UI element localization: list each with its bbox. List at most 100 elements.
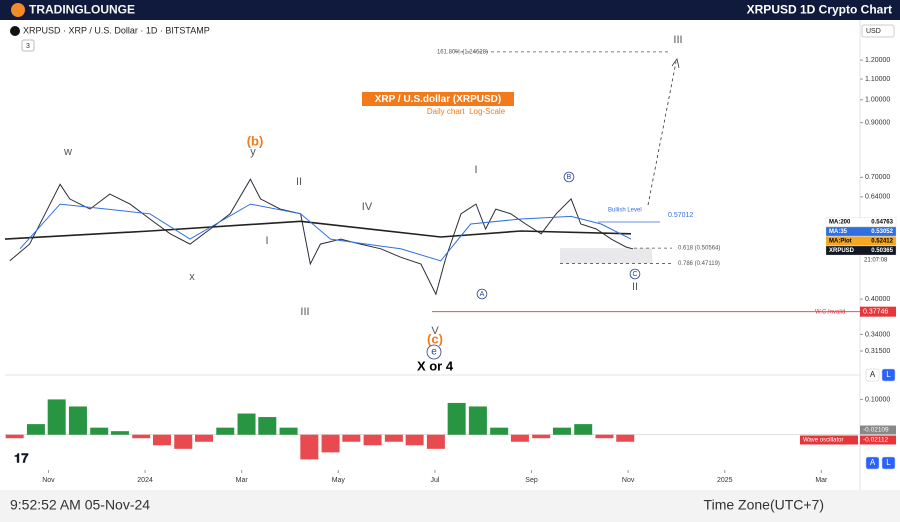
scale-button-label: A	[870, 458, 876, 467]
title-box	[362, 92, 514, 106]
level-value: 0.57012	[668, 212, 693, 219]
price-line	[9, 178, 634, 296]
y-tick-label: 0.70000	[865, 174, 890, 181]
level-tag	[860, 306, 896, 317]
wave-label: III	[300, 306, 309, 318]
osc-bar	[68, 406, 87, 435]
osc-bar	[47, 399, 66, 435]
scale-button-label: A	[870, 370, 876, 379]
projection	[647, 61, 677, 206]
osc-name-tag	[800, 435, 858, 445]
osc-bar	[426, 434, 445, 449]
osc-bar	[532, 434, 551, 439]
wave-label: A	[480, 291, 485, 298]
y-tick-label: 1.20000	[865, 57, 890, 64]
scale-button[interactable]	[881, 456, 896, 470]
currency: USD	[866, 28, 881, 35]
price-tag-name: MA:200	[829, 220, 851, 226]
osc-bar	[384, 434, 403, 442]
x-tick-label: Mar	[236, 477, 249, 484]
currency-box[interactable]	[861, 24, 895, 38]
osc-bar	[279, 427, 298, 435]
wave-label: y	[250, 146, 256, 158]
price-line	[19, 203, 632, 262]
osc-bar	[195, 434, 214, 442]
wave-label: B	[567, 174, 572, 181]
wave-circle	[629, 268, 641, 280]
logo-icon	[11, 3, 25, 17]
wave-label: I	[474, 164, 477, 176]
footer-time: 9:52:52 AM 05-Nov-24	[10, 497, 150, 513]
price-tag-name: MA:Plot	[829, 239, 852, 245]
price-tag-name: MA:35	[829, 229, 848, 235]
osc-bar	[468, 406, 487, 435]
tv-logo: 𝟏𝟕	[14, 450, 29, 465]
scale-button[interactable]	[865, 456, 880, 470]
wave-label: II	[632, 281, 638, 293]
indicator-count: 3	[26, 43, 30, 50]
osc-bar	[342, 434, 361, 442]
projection-head	[671, 58, 680, 69]
wave-circle	[426, 344, 442, 360]
x-tick-label: Nov	[622, 477, 635, 484]
footer-bar	[0, 490, 900, 522]
y-tick-label: 0.31500	[865, 348, 890, 355]
y-tick-label: 1.10000	[865, 76, 890, 83]
x-tick-label: 2024	[137, 477, 153, 484]
fib-zone	[560, 248, 652, 264]
osc-bar	[447, 402, 466, 435]
level-label: 0.786 (0.47119)	[678, 261, 720, 267]
osc-bar	[616, 434, 635, 442]
wave-label: I	[265, 235, 268, 247]
osc-bar	[321, 434, 340, 453]
osc-bar	[510, 434, 529, 442]
osc-bar	[5, 434, 24, 439]
y-tick-label: 1.00000	[865, 97, 890, 104]
level-label: 0.618 (0.50564)	[678, 246, 720, 252]
footer-timezone: Time Zone(UTC+7)	[704, 497, 824, 513]
osc-bar	[174, 434, 193, 449]
wave-label: (c)	[427, 331, 443, 346]
wave-label: C	[632, 271, 637, 278]
wave-label: III	[673, 34, 682, 46]
price-tag-value: 0.52412	[871, 239, 893, 245]
osc-bar	[26, 424, 45, 435]
wave-label: V	[431, 325, 439, 337]
osc-tag	[860, 435, 896, 445]
indicator-box[interactable]	[21, 39, 35, 52]
osc-bar	[363, 434, 382, 446]
price-tag-value: 0.53052	[871, 229, 893, 235]
wave-circle	[563, 171, 575, 183]
scale-button-label: L	[886, 458, 891, 467]
scale-button[interactable]	[881, 368, 896, 382]
x-tick-label: Sep	[525, 477, 538, 484]
x-tick-label: May	[332, 477, 346, 484]
osc-bar	[237, 413, 256, 435]
wave-label: (b)	[247, 133, 264, 148]
scale-button-label: L	[886, 370, 891, 379]
osc-bar	[258, 417, 277, 435]
osc-bar	[595, 434, 614, 439]
wave-label: e	[431, 347, 437, 358]
osc-bar	[90, 427, 109, 435]
osc-bar	[132, 434, 151, 439]
wave-label: w	[63, 146, 72, 158]
level-label: W.C.Invalid	[815, 309, 845, 315]
price-line	[4, 220, 632, 240]
symbol-icon	[10, 26, 20, 36]
osc-bar	[405, 434, 424, 446]
price-tag	[825, 245, 897, 256]
y-tick-label: 0.64000	[865, 194, 890, 201]
x-tick-label: 2025	[717, 477, 733, 484]
osc-bar	[574, 424, 593, 435]
osc-bar	[552, 427, 571, 435]
osc-bar	[300, 434, 319, 460]
wave-label: IV	[362, 201, 373, 213]
wave-label: II	[296, 176, 302, 188]
y-tick-label: 0.40000	[865, 296, 890, 303]
scale-button[interactable]	[865, 368, 880, 382]
header-bar	[0, 0, 900, 20]
osc-tag-value: -0.02112	[863, 437, 889, 444]
